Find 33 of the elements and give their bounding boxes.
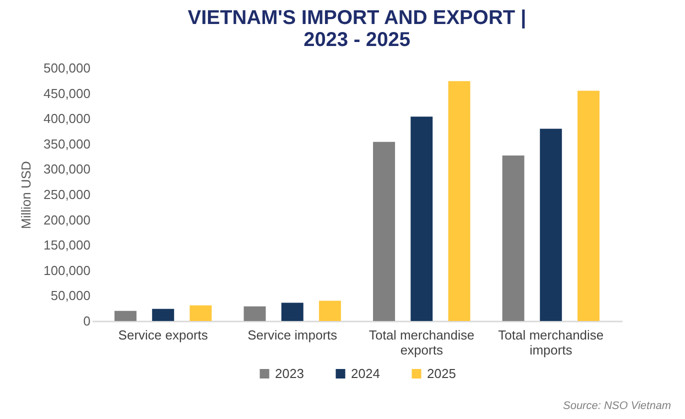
legend-label: 2025 <box>427 366 456 381</box>
bar <box>373 142 396 321</box>
bar <box>152 308 174 321</box>
x-tick-label: Total merchandise imports <box>498 328 604 358</box>
y-tick-label: 50,000 <box>50 288 90 304</box>
bar <box>281 302 304 321</box>
bar <box>502 156 524 321</box>
legend-label: 2024 <box>351 366 380 381</box>
y-axis-title: Million USD <box>18 161 34 229</box>
bar <box>540 128 562 321</box>
y-tick-label: 250,000 <box>44 187 90 202</box>
bar <box>448 81 470 321</box>
x-tick-label: Total merchandise exports <box>368 328 474 358</box>
y-tick-label: 300,000 <box>44 162 90 177</box>
bar <box>578 90 600 321</box>
y-tick-label: 500,000 <box>44 60 90 76</box>
x-tick-label: Service imports <box>248 328 338 342</box>
legend-label: 2023 <box>275 366 304 381</box>
bar <box>244 306 266 321</box>
bar <box>190 305 212 321</box>
y-tick-label: 150,000 <box>44 238 90 253</box>
y-tick-label: 350,000 <box>44 136 90 152</box>
source-note: Source: NSO Vietnam <box>562 400 671 412</box>
bar <box>318 300 341 321</box>
chart-title: VIETNAM'S IMPORT AND EXPORT | 2023 - 2025 <box>188 7 526 51</box>
bar <box>114 310 136 321</box>
y-tick-label: 450,000 <box>44 86 90 101</box>
y-tick-label: 100,000 <box>44 262 90 278</box>
x-tick-label: Service exports <box>118 328 208 342</box>
y-tick-label: 200,000 <box>44 212 90 228</box>
y-tick-label: 0 <box>83 314 90 328</box>
y-tick-label: 400,000 <box>44 111 90 126</box>
bar <box>410 116 433 321</box>
